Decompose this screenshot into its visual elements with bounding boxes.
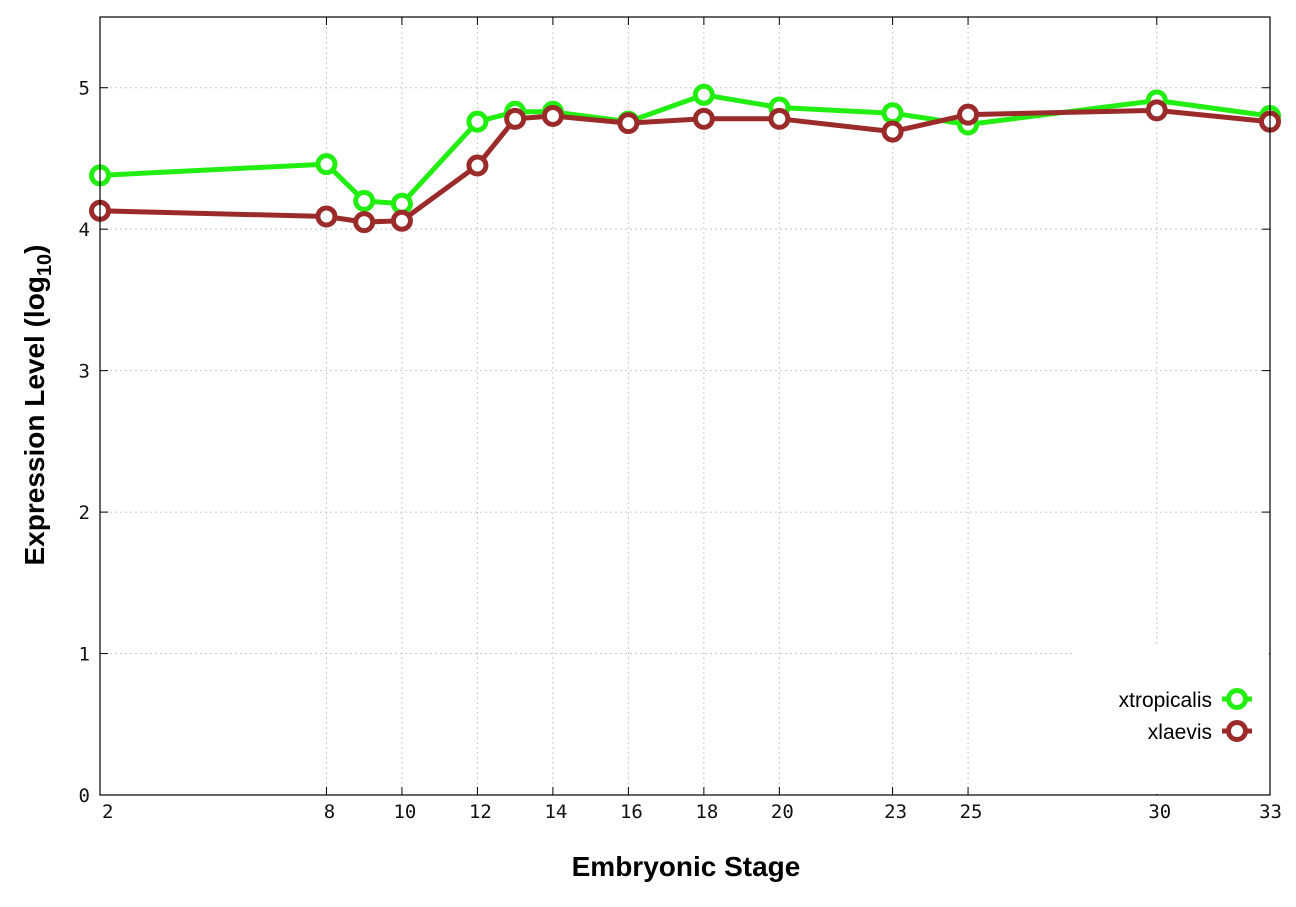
data-point: [881, 120, 904, 143]
x-tick-label: 14: [544, 801, 567, 823]
legend-marker: [1226, 688, 1248, 710]
data-point: [957, 103, 980, 126]
data-point: [390, 192, 413, 215]
x-tick-label: 18: [695, 801, 718, 823]
legend-label: xtropicalis: [1119, 689, 1212, 712]
y-tick-label: 5: [79, 78, 90, 100]
series-layer: [89, 83, 1281, 234]
x-tick-label: 33: [1259, 801, 1282, 823]
legend: xtropicalis xlaevis: [1072, 645, 1269, 794]
plot-border: [99, 16, 1271, 796]
data-point: [617, 112, 640, 135]
x-tick-label: 30: [1148, 801, 1171, 823]
data-point: [881, 102, 904, 125]
legend-background: [1072, 645, 1269, 794]
y-tick-label: 1: [79, 644, 90, 666]
data-point: [390, 209, 413, 232]
y-tick-label: 3: [79, 361, 90, 383]
data-point: [692, 83, 715, 106]
data-point: [315, 153, 338, 176]
y-tick-label: 0: [79, 785, 90, 807]
data-point: [504, 107, 527, 130]
legend-marker: [1226, 720, 1248, 742]
x-axis-title: Embryonic Stage: [572, 851, 801, 882]
x-tick-label: 10: [393, 801, 416, 823]
x-tick-label: 2: [102, 801, 113, 823]
x-tick-label: 25: [960, 801, 983, 823]
y-axis-title-prefix: Expression Level (log: [19, 276, 50, 565]
x-tick-labels: 2 8 10 12 14 16 18 20 23 25 30 33: [102, 801, 1282, 823]
y-tick-label: 2: [79, 502, 90, 524]
data-point: [353, 211, 376, 234]
data-point: [692, 107, 715, 130]
y-tick-labels: 0 1 2 3 4 5: [79, 78, 90, 807]
data-point: [541, 105, 564, 128]
x-tick-label: 23: [884, 801, 907, 823]
data-point: [353, 189, 376, 212]
data-point: [768, 107, 791, 130]
data-point: [315, 205, 338, 228]
x-tick-label: 8: [324, 801, 335, 823]
series-xlaevis: [89, 99, 1281, 234]
y-axis-title-subscript: 10: [34, 254, 56, 276]
x-tick-label: 20: [771, 801, 794, 823]
data-point: [466, 110, 489, 133]
x-tick-label: 12: [469, 801, 492, 823]
y-axis-title: Expression Level (log10): [19, 245, 56, 566]
data-point: [1145, 99, 1168, 122]
data-point: [466, 154, 489, 177]
x-tick-label: 16: [620, 801, 643, 823]
y-axis-title-suffix: ): [19, 245, 50, 254]
y-tick-label: 4: [79, 219, 90, 241]
legend-label: xlaevis: [1148, 721, 1212, 744]
